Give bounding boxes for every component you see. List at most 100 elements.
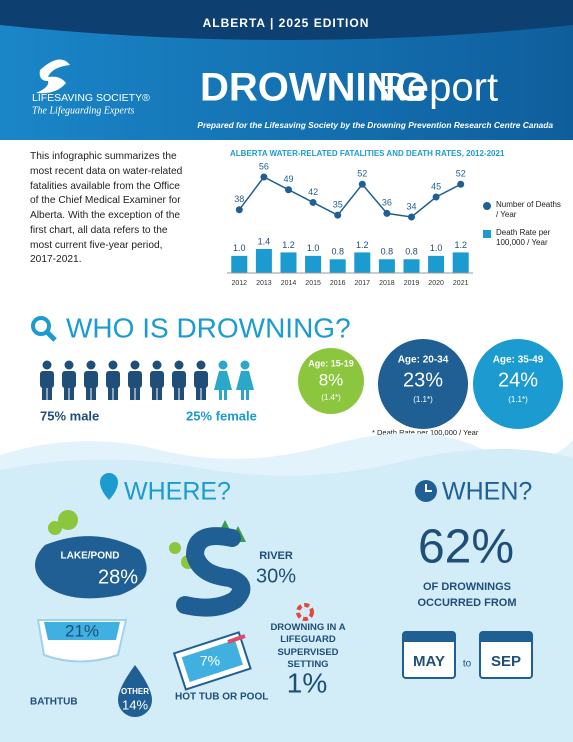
male-figures xyxy=(40,360,208,400)
figure xyxy=(128,360,142,400)
age-pct: 8% xyxy=(319,370,344,389)
when-heading: WHEN? xyxy=(442,478,532,506)
where-label: RIVER xyxy=(259,550,293,562)
rate-label: 1.0 xyxy=(307,243,320,253)
deaths-point xyxy=(285,186,292,194)
deaths-point xyxy=(334,211,342,219)
deaths-label: 42 xyxy=(308,187,318,197)
where-heading: WHERE? xyxy=(124,478,231,506)
tree xyxy=(48,521,62,535)
org-name: LIFESAVING SOCIETY® xyxy=(32,92,150,104)
river xyxy=(176,527,251,617)
deaths-line xyxy=(238,176,462,218)
legend-swatch xyxy=(483,230,491,238)
x-tick-label: 2014 xyxy=(281,280,297,287)
deaths-point xyxy=(260,173,268,181)
deaths-label: 49 xyxy=(283,174,293,184)
x-tick-label: 2020 xyxy=(428,280,444,287)
pin-icon xyxy=(100,473,118,500)
x-tick-label: 2017 xyxy=(355,280,371,287)
legend-item: Death Rate per 100,000 / Year xyxy=(483,228,563,248)
rate-bar xyxy=(428,255,445,273)
title-light: Report xyxy=(378,66,498,110)
legend-label: Number of Deaths / Year xyxy=(496,200,561,219)
age-label: Age: 15-19 xyxy=(308,358,354,368)
month: SEP xyxy=(491,653,521,670)
tree xyxy=(58,510,78,530)
figure xyxy=(236,360,254,400)
tagline: The Lifeguarding Experts xyxy=(32,105,135,116)
rate-label: 1.2 xyxy=(454,240,467,250)
when-pct: 62% xyxy=(418,521,514,574)
age-circle xyxy=(298,348,364,414)
drop xyxy=(118,665,152,717)
chart-title: ALBERTA WATER-RELATED FATALITIES AND DEA… xyxy=(230,149,505,158)
figure xyxy=(172,360,186,400)
deaths-point xyxy=(457,180,465,188)
rate-label: 1.4 xyxy=(258,236,271,246)
rate-bar xyxy=(354,252,371,273)
legend-item: Number of Deaths / Year xyxy=(483,200,563,220)
figure xyxy=(194,360,208,400)
age-rate: (1.1*) xyxy=(413,395,433,404)
x-tick-label: 2018 xyxy=(379,280,395,287)
supervised-label: DROWNING IN A LIFEGUARD SUPERVISED SETTI… xyxy=(270,622,346,671)
rate-bar xyxy=(280,252,297,273)
rate-label: 1.0 xyxy=(233,243,246,253)
age-pct: 23% xyxy=(403,369,443,391)
deaths-point xyxy=(432,193,440,201)
x-tick-label: 2013 xyxy=(256,280,272,287)
supervised-pct: 1% xyxy=(287,667,327,698)
legend-label: Death Rate per 100,000 / Year xyxy=(496,228,551,247)
edition: ALBERTA | 2025 EDITION xyxy=(203,16,370,30)
where-pct: 14% xyxy=(122,697,148,712)
where-pct: 30% xyxy=(256,565,296,587)
deaths-label: 36 xyxy=(382,198,392,208)
figure xyxy=(106,360,120,400)
figure xyxy=(40,360,54,400)
age-label: Age: 20-34 xyxy=(398,355,449,366)
deaths-point xyxy=(309,198,317,206)
legend-swatch xyxy=(483,202,491,210)
deaths-label: 56 xyxy=(259,161,269,171)
rate-bar xyxy=(403,259,420,273)
calendar-top xyxy=(403,632,455,642)
figure xyxy=(214,360,232,400)
chart: 38 56 49 42 35 52 36 34 45 52 1.0 2012 1.4 2013 1.2 201… xyxy=(227,161,473,287)
where-pct: 21% xyxy=(65,621,99,640)
age-circle xyxy=(378,339,468,429)
x-tick-label: 2021 xyxy=(453,280,469,287)
pool xyxy=(172,631,252,691)
deaths-label: 35 xyxy=(333,200,343,210)
month: MAY xyxy=(413,653,445,670)
rate-label: 1.2 xyxy=(282,240,295,250)
x-tick-label: 2012 xyxy=(232,280,248,287)
x-tick-label: 2019 xyxy=(404,280,420,287)
rate-bar xyxy=(329,259,346,273)
lifebuoy xyxy=(296,603,314,621)
rate-label: 1.2 xyxy=(356,240,369,250)
where-pct: 28% xyxy=(98,566,138,588)
deaths-label: 34 xyxy=(406,201,416,211)
rate-bar xyxy=(231,255,248,273)
x-tick-label: 2016 xyxy=(330,280,346,287)
deaths-point xyxy=(358,180,366,188)
calendar-top xyxy=(480,632,532,642)
intro: This infographic summarizes the most rec… xyxy=(30,151,183,266)
when-text: OF DROWNINGS OCCURRED FROM xyxy=(417,581,517,609)
rate-label: 1.0 xyxy=(430,243,443,253)
rate-bar xyxy=(452,252,469,273)
where-pct: 7% xyxy=(200,653,220,669)
rate-bar xyxy=(255,249,272,273)
search-icon-handle xyxy=(45,330,57,342)
rate-bar xyxy=(305,255,322,273)
top-band xyxy=(0,0,573,40)
figure xyxy=(150,360,164,400)
deaths-label: 52 xyxy=(357,169,367,179)
tree xyxy=(169,542,181,554)
deaths-point xyxy=(408,213,415,221)
logo-mark xyxy=(36,59,70,94)
figure xyxy=(62,360,76,400)
female-figures xyxy=(214,360,254,400)
